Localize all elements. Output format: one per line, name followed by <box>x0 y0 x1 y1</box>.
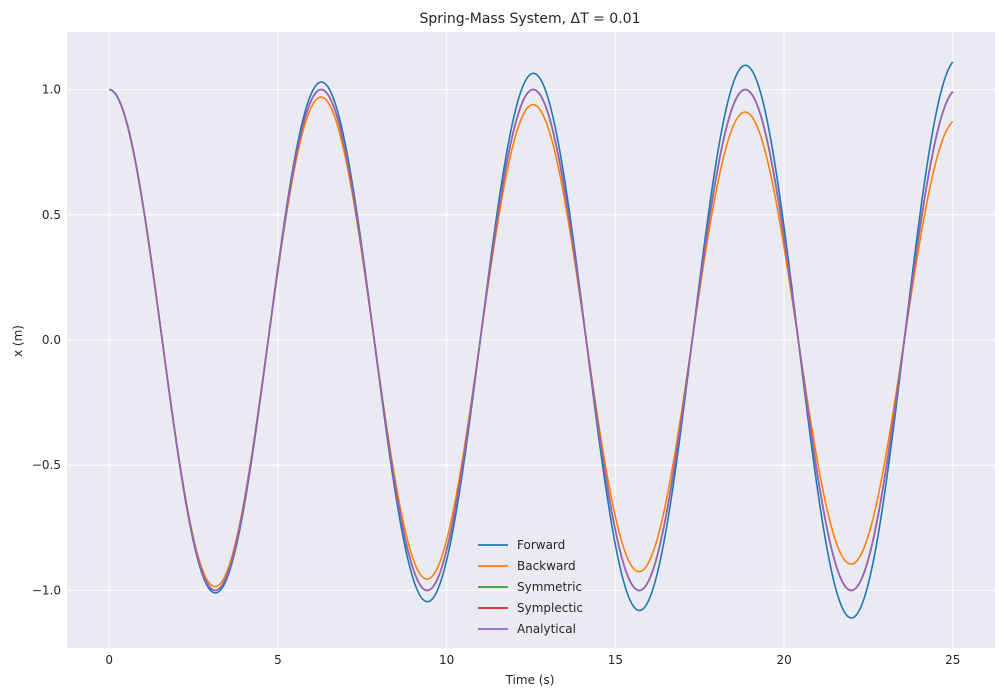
y-tick-label: 0.5 <box>42 208 61 222</box>
legend-label: Backward <box>517 559 576 573</box>
x-tick-label: 25 <box>945 653 960 667</box>
x-tick-label: 20 <box>776 653 791 667</box>
legend-label: Symplectic <box>517 601 583 615</box>
y-tick-label: −0.5 <box>32 458 61 472</box>
x-tick-label: 10 <box>439 653 454 667</box>
y-tick-label: 1.0 <box>42 83 61 97</box>
legend-label: Analytical <box>517 622 576 636</box>
x-tick-label: 15 <box>608 653 623 667</box>
y-axis-label: x (m) <box>11 325 25 357</box>
legend: Forward Backward Symmetric Symplectic Analyt… <box>478 538 583 636</box>
y-tick-label: −1.0 <box>32 583 61 597</box>
x-tick-label: 5 <box>274 653 282 667</box>
legend-label: Symmetric <box>517 580 582 594</box>
x-tick-label: 0 <box>105 653 113 667</box>
y-tick-label: 0.0 <box>42 333 61 347</box>
ticks: 0 5 10 15 20 25 −1.0 −0.5 0.0 0.5 1.0 <box>32 83 961 667</box>
chart-title: Spring-Mass System, ΔT = 0.01 <box>420 11 641 27</box>
x-axis-label: Time (s) <box>505 673 555 687</box>
series-group <box>109 61 954 619</box>
legend-label: Forward <box>517 538 565 552</box>
series-line-analytical <box>109 88 954 592</box>
